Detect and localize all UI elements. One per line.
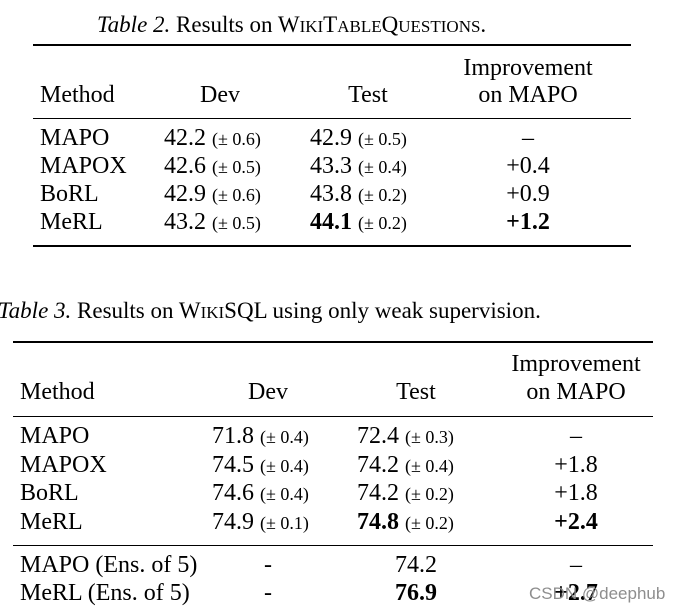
table2-cell-dev: 42.9 (± 0.6)	[164, 181, 261, 208]
dev-pm: (± 0.4)	[260, 456, 309, 476]
table2-caption: Table 2. Results on WIKITABLEQUESTIONS.	[97, 12, 486, 38]
dev-pm: (± 0.4)	[260, 427, 309, 447]
table3-cell-improvement-best: +2.7	[554, 580, 598, 606]
table3-caption-label: Table 3.	[0, 298, 72, 323]
table3-cell-dev: 71.8 (± 0.4)	[212, 423, 309, 450]
table3-cell-improvement: +1.8	[554, 480, 598, 506]
dev-pm: (± 0.5)	[212, 157, 261, 177]
dev-pm: (± 0.1)	[260, 513, 309, 533]
test-pm: (± 0.2)	[405, 513, 454, 533]
table2-cell-dev: 43.2 (± 0.5)	[164, 209, 261, 236]
table3-cell-dev: 74.5 (± 0.4)	[212, 452, 309, 479]
test-value: 43.3	[310, 153, 352, 179]
table3-cell-improvement: –	[570, 423, 582, 449]
table3-cell-test: 74.2 (± 0.4)	[357, 452, 454, 479]
table3-header-improvement-2: on MAPO	[526, 379, 626, 405]
test-value: 72.4	[357, 423, 399, 449]
table2-top-rule	[33, 44, 631, 46]
table3-cell-dev: -	[264, 552, 272, 578]
table3-caption-text: Results on WIKISQL using only weak super…	[77, 298, 541, 323]
test-value-best: 74.8	[357, 509, 399, 535]
dev-value: 43.2	[164, 209, 206, 235]
table2-header-test: Test	[348, 82, 388, 108]
test-value: 43.8	[310, 181, 352, 207]
table2-cell-method: MAPOX	[40, 153, 127, 179]
table3-ensemble-rule	[13, 545, 653, 546]
table3-header-method: Method	[20, 379, 95, 405]
table3-cell-dev: 74.6 (± 0.4)	[212, 480, 309, 507]
table3-header-test: Test	[396, 379, 436, 405]
dev-pm: (± 0.6)	[212, 129, 261, 149]
dev-pm: (± 0.4)	[260, 484, 309, 504]
test-value-best: 44.1	[310, 209, 352, 235]
table2-cell-dev: 42.6 (± 0.5)	[164, 153, 261, 180]
test-value: 74.2	[357, 480, 399, 506]
table2-header-improvement-2: on MAPO	[478, 82, 578, 108]
table3-cell-dev: 74.9 (± 0.1)	[212, 509, 309, 536]
table2-caption-label: Table 2.	[97, 12, 171, 37]
test-pm: (± 0.2)	[358, 213, 407, 233]
watermark-text: CSDN @deephub	[529, 584, 666, 603]
table3-cell-dev: -	[264, 580, 272, 606]
test-pm: (± 0.3)	[405, 427, 454, 447]
table2-cell-method: MAPO	[40, 125, 110, 151]
table2-cell-test: 42.9 (± 0.5)	[310, 125, 407, 152]
dev-value: 42.6	[164, 153, 206, 179]
table3-cell-test-best: 76.9	[395, 580, 437, 606]
dev-pm: (± 0.6)	[212, 185, 261, 205]
test-pm: (± 0.4)	[358, 157, 407, 177]
table2-cell-method: BoRL	[40, 181, 99, 207]
table3-cell-improvement: +1.8	[554, 452, 598, 478]
table2-mid-rule	[33, 118, 631, 119]
table2-cell-dev: 42.2 (± 0.6)	[164, 125, 261, 152]
table2-cell-improvement: +0.9	[506, 181, 550, 207]
dev-value: 42.9	[164, 181, 206, 207]
table2-cell-improvement-best: +1.2	[506, 209, 550, 235]
table3-cell-method: BoRL	[20, 480, 79, 506]
table3-mid-rule	[13, 416, 653, 417]
table3-cell-method: MAPOX	[20, 452, 107, 478]
table3-cell-test: 74.2 (± 0.2)	[357, 480, 454, 507]
table2-cell-improvement: –	[522, 125, 534, 151]
table2-cell-test: 44.1 (± 0.2)	[310, 209, 407, 236]
table3-cell-method: MeRL	[20, 509, 83, 535]
table3-header-dev: Dev	[248, 379, 288, 405]
table3-cell-method: MAPO	[20, 423, 90, 449]
test-pm: (± 0.5)	[358, 129, 407, 149]
test-pm: (± 0.4)	[405, 456, 454, 476]
table2-cell-method: MeRL	[40, 209, 103, 235]
dev-value: 42.2	[164, 125, 206, 151]
dev-value: 74.9	[212, 509, 254, 535]
table2-caption-text: Results on WIKITABLEQUESTIONS.	[176, 12, 487, 37]
table2-header-dev: Dev	[200, 82, 240, 108]
table2-header-improvement-1: Improvement	[463, 55, 593, 81]
table3-cell-method: MeRL (Ens. of 5)	[20, 580, 190, 606]
table2-cell-test: 43.3 (± 0.4)	[310, 153, 407, 180]
test-pm: (± 0.2)	[358, 185, 407, 205]
table3-cell-test: 74.8 (± 0.2)	[357, 509, 454, 536]
table3-cell-improvement-best: +2.4	[554, 509, 598, 535]
table2-cell-test: 43.8 (± 0.2)	[310, 181, 407, 208]
table2-bottom-rule	[33, 245, 631, 247]
dev-pm: (± 0.5)	[212, 213, 261, 233]
dev-value: 74.5	[212, 452, 254, 478]
table2-header-method: Method	[40, 82, 115, 108]
dev-value: 74.6	[212, 480, 254, 506]
dev-value: 71.8	[212, 423, 254, 449]
table3-cell-test: 72.4 (± 0.3)	[357, 423, 454, 450]
test-value: 74.2	[357, 452, 399, 478]
table3-header-improvement-1: Improvement	[511, 351, 641, 377]
test-value: 42.9	[310, 125, 352, 151]
table3-cell-improvement: –	[570, 552, 582, 578]
table2-cell-improvement: +0.4	[506, 153, 550, 179]
test-pm: (± 0.2)	[405, 484, 454, 504]
table3-caption: Table 3. Results on WIKISQL using only w…	[0, 298, 541, 324]
table3-top-rule	[13, 341, 653, 343]
table3-cell-test: 74.2	[395, 552, 437, 578]
table3-cell-method: MAPO (Ens. of 5)	[20, 552, 198, 578]
